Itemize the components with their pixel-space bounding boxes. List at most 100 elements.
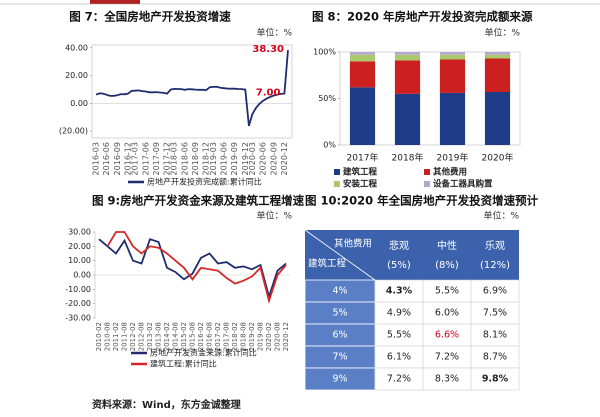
x-tick-label: 2020-12: [282, 322, 290, 351]
x-tick-label: 2012-02: [129, 322, 137, 351]
corner-row-label: 建筑工程: [308, 258, 347, 270]
x-tick-label: 2020年: [482, 152, 514, 164]
x-tick-label: 2017-02: [214, 322, 222, 351]
y-tick-label: 0.00: [73, 271, 91, 280]
bar-segment: [439, 52, 466, 55]
bar-segment: [349, 52, 376, 55]
x-tick-label: 2020-02: [265, 322, 273, 351]
x-tick-label: 2016-02: [197, 322, 205, 351]
bar-segment: [394, 60, 421, 94]
cell: 4.3%: [386, 286, 413, 297]
y-tick-label: -10.00: [65, 285, 91, 294]
y-tick-label: 0%: [323, 141, 336, 150]
bar-segment: [349, 87, 376, 145]
x-tick-label: 2019-06: [220, 142, 229, 175]
header-bar: [90, 0, 140, 4]
bar-segment: [349, 61, 376, 88]
y-tick-label: -20.00: [65, 299, 91, 308]
bar-segment: [439, 54, 466, 60]
x-tick-label: 2016-09: [113, 142, 122, 175]
column-name: 中性: [437, 239, 457, 252]
x-tick-label: 2017年: [347, 152, 379, 164]
series-line: [106, 231, 287, 304]
x-tick-label: 2019-09: [230, 142, 239, 175]
cell: 6.6%: [435, 330, 459, 341]
y-tick-label: 30.00: [68, 228, 91, 237]
x-tick-label: 2019-12: [241, 142, 250, 175]
row-label: 7%: [332, 352, 347, 363]
x-tick-label: 2020-06: [259, 142, 268, 175]
cell: 6.1%: [387, 352, 411, 363]
cell: 6.0%: [435, 308, 459, 319]
x-tick-label: 2010-08: [104, 322, 112, 351]
legend-label: 房地产开发投资完成额:累计同比: [147, 177, 262, 187]
cell: 8.3%: [435, 374, 459, 385]
x-tick-label: 2017-08: [223, 322, 231, 351]
legend-swatch: [334, 181, 340, 187]
row-label: 5%: [332, 308, 347, 319]
x-tick-label: 2018-09: [191, 142, 200, 175]
x-tick-label: 2014-02: [163, 322, 171, 351]
source: 资料来源：Wind，东方金诚整理: [92, 398, 241, 411]
x-tick-label: 2020-09: [269, 142, 278, 175]
x-tick-label: 2017-06: [141, 142, 150, 175]
x-tick-label: 2013-02: [146, 322, 154, 351]
bar-segment: [394, 93, 421, 145]
y-tick-label: 20.00: [68, 242, 91, 251]
x-tick-label: 2020-12: [280, 142, 289, 175]
x-tick-label: 2018年: [392, 152, 424, 164]
value-label: 7.00: [256, 88, 281, 99]
row-label: 6%: [332, 330, 347, 341]
column-rate: (12%): [480, 260, 510, 271]
fig8-unit: 单位：%: [484, 27, 520, 39]
column-name: 悲观: [389, 239, 409, 252]
x-tick-label: 2016-03: [92, 142, 101, 175]
cell-bg: [470, 367, 520, 391]
bar-segment: [484, 58, 511, 92]
x-tick-label: 2018-08: [240, 322, 248, 351]
y-tick-label: 40.00: [65, 43, 88, 52]
column-rate: (8%): [435, 260, 459, 271]
legend-swatch: [334, 169, 340, 175]
legend-swatch: [424, 181, 430, 187]
fig7-unit: 单位：%: [256, 27, 292, 39]
fig9-unit: 单位：%: [256, 210, 292, 222]
cell: 4.9%: [387, 308, 411, 319]
legend-label: 设备工器具购置: [433, 179, 493, 190]
cell: 9.8%: [482, 374, 509, 385]
y-tick-label: -30.00: [65, 314, 91, 323]
x-tick-label: 2010-02: [95, 322, 103, 351]
x-tick-label: 2017-12: [163, 142, 172, 175]
plot-frame: [339, 51, 521, 146]
y-tick-label: (20.00): [59, 127, 88, 136]
fig10-title: 图 10:2020 年全国房地产开发投资增速预计: [305, 194, 539, 208]
y-tick-label: 0.00: [70, 99, 88, 108]
x-tick-label: 2011-02: [112, 322, 120, 351]
bar-segment: [484, 91, 511, 145]
x-tick-label: 2013-08: [155, 322, 163, 351]
legend-label: 安装工程: [343, 179, 378, 190]
y-tick-label: 20.00: [65, 71, 88, 80]
x-tick-label: 2017-09: [152, 142, 161, 175]
plot-frame: [91, 44, 293, 139]
cell: 5.5%: [435, 286, 459, 297]
bar-segment: [349, 54, 376, 62]
column-rate: (5%): [387, 260, 411, 271]
y-tick-label: 10.00: [68, 256, 91, 265]
bar-segment: [484, 54, 511, 59]
x-tick-label: 2018-03: [170, 142, 179, 175]
x-tick-label: 2016-06: [102, 142, 111, 175]
x-tick-label: 2020-08: [274, 322, 282, 351]
cell: 7.5%: [483, 308, 507, 319]
cell: 7.2%: [387, 374, 411, 385]
row-label: 4%: [332, 286, 347, 297]
fig9-title: 图 9:房地产开发资金来源及建筑工程增速: [92, 194, 305, 208]
x-tick-label: 2019-02: [248, 322, 256, 351]
fig7-title: 图 7：全国房地产开发投资增速: [69, 10, 231, 24]
legend-label: 房地产开发资金来源:累计同比: [150, 348, 257, 358]
cell: 7.2%: [435, 352, 459, 363]
x-tick-label: 2015-08: [189, 322, 197, 351]
x-tick-label: 2015-02: [180, 322, 188, 351]
series-line: [95, 50, 289, 127]
